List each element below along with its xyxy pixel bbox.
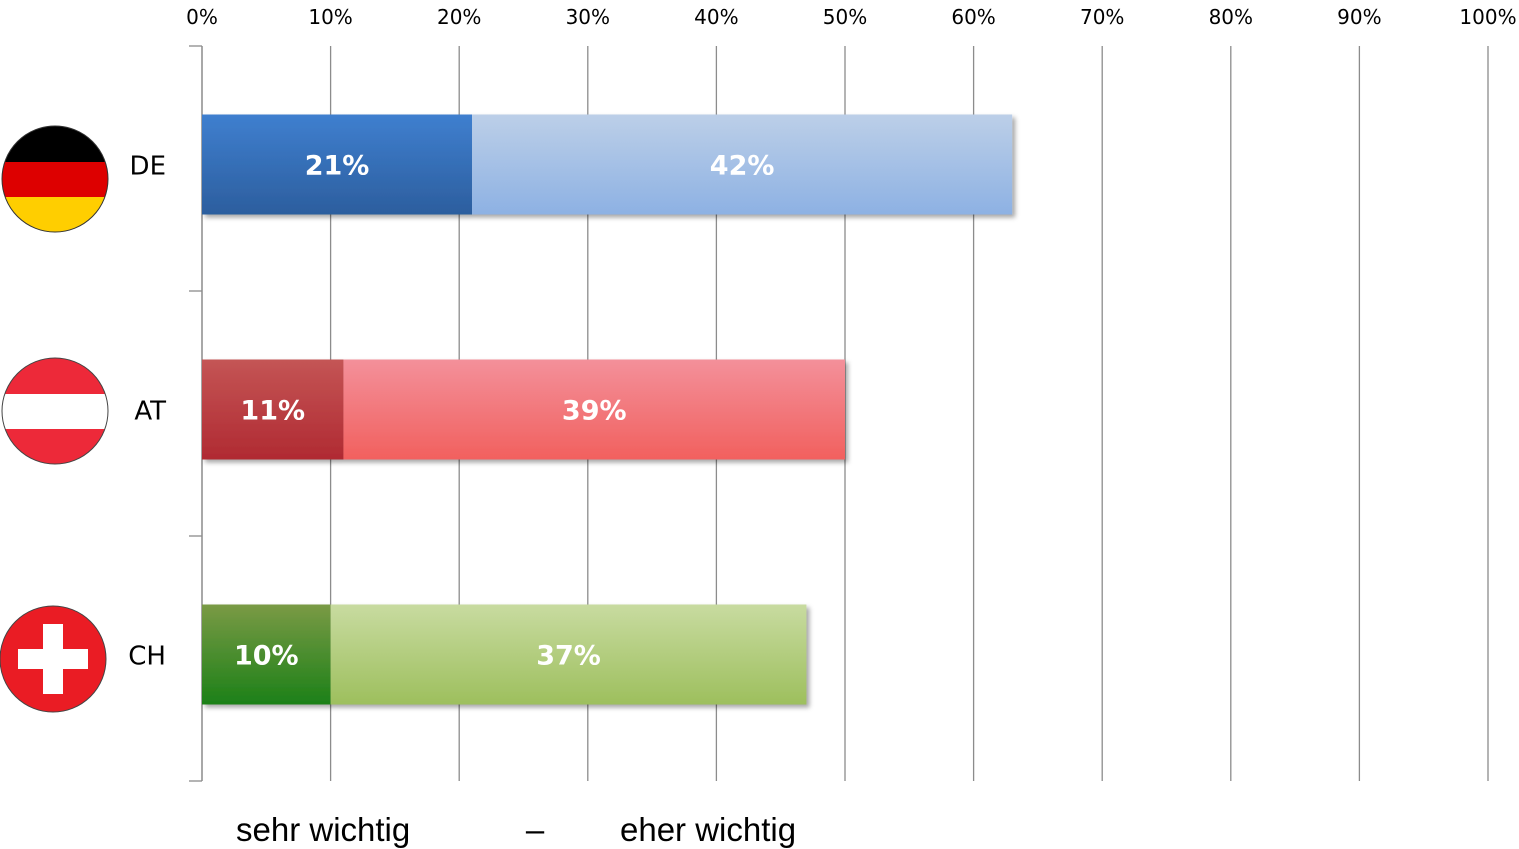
x-tick-label: 100% <box>1459 5 1516 29</box>
legend-separator: – <box>526 811 545 848</box>
legend-label-series-1: sehr wichtig <box>236 811 410 848</box>
x-tick-labels: 0% 10% 20% 30% 40% 50% 60% 70% 80% 90% 100% <box>186 5 1516 29</box>
bars: 21% 42% 11% 39% 10% 37% <box>202 114 1013 705</box>
x-tick-label: 10% <box>308 5 352 29</box>
bar-ch-series-2 <box>330 604 807 705</box>
data-label: 42% <box>710 151 775 182</box>
legend-label-series-2: eher wichtig <box>620 811 796 848</box>
data-label: 37% <box>536 641 601 672</box>
bar-ch-series-1 <box>202 604 331 705</box>
bar-group-ch <box>202 604 807 705</box>
bar-de-series-1 <box>202 114 473 215</box>
switzerland-flag-icon <box>0 605 107 713</box>
x-tick-label: 20% <box>437 5 481 29</box>
x-tick-label: 60% <box>951 5 995 29</box>
category-label-de: DE <box>130 152 166 182</box>
x-tick-label: 80% <box>1209 5 1253 29</box>
x-tick-label: 90% <box>1337 5 1381 29</box>
data-label: 21% <box>305 151 370 182</box>
austria-flag-icon <box>1 357 109 465</box>
x-tick-label: 50% <box>823 5 867 29</box>
category-axis <box>189 45 203 782</box>
legend: sehr wichtig – eher wichtig <box>236 811 796 848</box>
x-tick-label: 70% <box>1080 5 1124 29</box>
category-labels: DE AT CH <box>128 152 166 672</box>
category-label-ch: CH <box>128 642 166 672</box>
x-tick-label: 0% <box>186 5 218 29</box>
bar-at-series-2 <box>343 359 845 460</box>
category-label-at: AT <box>134 397 166 427</box>
bar-group-de <box>202 114 1013 215</box>
bar-de-series-2 <box>472 114 1013 215</box>
bar-group-at <box>202 359 845 460</box>
x-tick-label: 40% <box>694 5 738 29</box>
data-label: 10% <box>234 641 299 672</box>
germany-flag-icon <box>1 125 109 233</box>
data-label: 39% <box>562 396 627 427</box>
data-label: 11% <box>240 396 305 427</box>
x-tick-label: 30% <box>566 5 610 29</box>
bar-at-series-1 <box>202 359 344 460</box>
